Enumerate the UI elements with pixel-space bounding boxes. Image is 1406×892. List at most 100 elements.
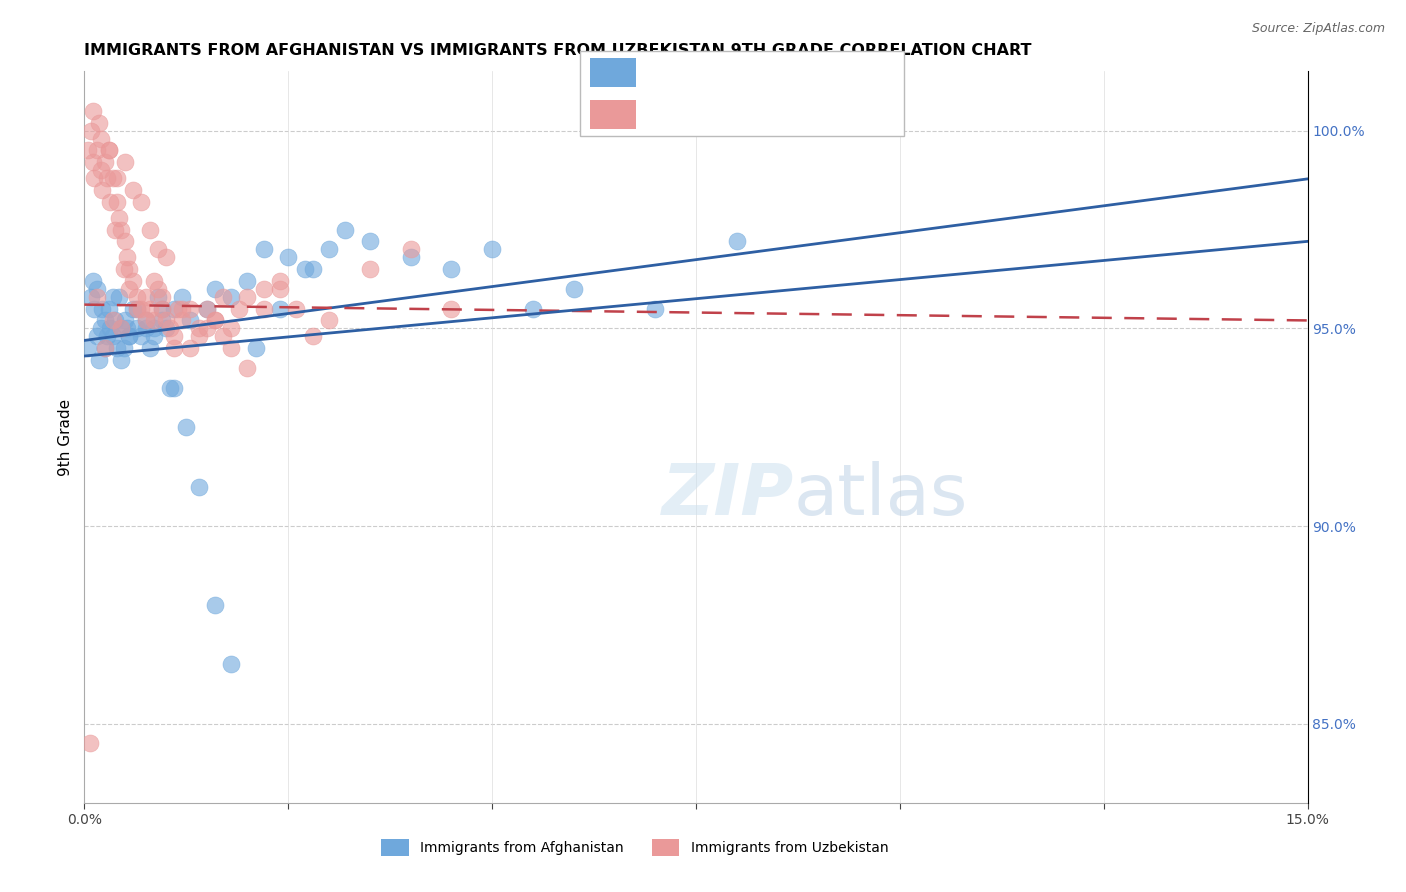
Point xyxy=(179,341,201,355)
Point xyxy=(155,313,177,327)
Point xyxy=(114,235,136,249)
Point xyxy=(91,183,114,197)
Bar xyxy=(589,100,636,129)
Point xyxy=(77,144,100,158)
Point xyxy=(97,144,120,158)
Point xyxy=(114,313,136,327)
Point xyxy=(163,329,186,343)
Point xyxy=(146,242,169,256)
Point xyxy=(245,341,267,355)
Point xyxy=(142,321,165,335)
Point xyxy=(135,290,157,304)
Text: ZIP: ZIP xyxy=(662,461,794,530)
Point xyxy=(219,657,242,672)
Point xyxy=(644,301,666,316)
Point xyxy=(187,321,209,335)
Point xyxy=(146,282,169,296)
Point xyxy=(269,282,291,296)
Point xyxy=(172,313,194,327)
Point xyxy=(131,194,153,209)
Y-axis label: 9th Grade: 9th Grade xyxy=(58,399,73,475)
Point xyxy=(83,171,105,186)
Point xyxy=(522,301,544,316)
Bar xyxy=(589,58,636,87)
Point xyxy=(107,290,129,304)
Point xyxy=(77,341,100,355)
Point xyxy=(80,290,103,304)
Point xyxy=(359,235,381,249)
Point xyxy=(127,301,149,316)
Point xyxy=(301,262,323,277)
Point xyxy=(100,321,122,335)
Point xyxy=(179,313,201,327)
Point xyxy=(155,250,177,264)
Point xyxy=(135,313,157,327)
Point xyxy=(91,301,114,316)
Point xyxy=(172,301,194,316)
Point xyxy=(440,262,463,277)
Point xyxy=(114,155,136,169)
Point xyxy=(318,242,340,256)
Point xyxy=(187,479,209,493)
Point xyxy=(174,420,197,434)
Point xyxy=(204,282,226,296)
Text: Source: ZipAtlas.com: Source: ZipAtlas.com xyxy=(1251,22,1385,36)
Point xyxy=(90,131,112,145)
Legend: Immigrants from Afghanistan, Immigrants from Uzbekistan: Immigrants from Afghanistan, Immigrants … xyxy=(375,834,894,862)
Point xyxy=(82,274,104,288)
Point xyxy=(212,290,235,304)
Point xyxy=(318,313,340,327)
Point xyxy=(219,290,242,304)
Point xyxy=(110,321,132,335)
Point xyxy=(101,171,124,186)
Point xyxy=(236,360,259,375)
Point xyxy=(399,242,422,256)
Point xyxy=(97,301,120,316)
Point xyxy=(127,290,149,304)
Point xyxy=(142,274,165,288)
Point xyxy=(269,274,291,288)
Point xyxy=(399,250,422,264)
Point xyxy=(163,341,186,355)
Point xyxy=(96,329,118,343)
Point xyxy=(105,171,128,186)
Point xyxy=(204,313,226,327)
Point xyxy=(101,290,124,304)
Point xyxy=(359,262,381,277)
Point xyxy=(87,353,110,368)
Point xyxy=(187,329,209,343)
Point xyxy=(101,329,124,343)
Point xyxy=(159,321,181,335)
Point xyxy=(86,329,108,343)
Point xyxy=(159,381,181,395)
Point xyxy=(150,301,173,316)
Point xyxy=(277,250,299,264)
Point xyxy=(112,262,135,277)
Point xyxy=(440,301,463,316)
Point xyxy=(228,301,250,316)
Point xyxy=(195,301,218,316)
Point xyxy=(83,301,105,316)
Point xyxy=(96,171,118,186)
Point xyxy=(150,313,173,327)
Point xyxy=(86,282,108,296)
Point xyxy=(179,301,201,316)
Point xyxy=(93,341,115,355)
Point xyxy=(127,321,149,335)
Point xyxy=(110,321,132,335)
Point xyxy=(79,737,101,751)
Point xyxy=(122,301,145,316)
Point xyxy=(195,301,218,316)
Point xyxy=(253,242,276,256)
Point xyxy=(110,222,132,236)
Point xyxy=(118,262,141,277)
Point xyxy=(86,290,108,304)
Point xyxy=(122,274,145,288)
Point xyxy=(105,341,128,355)
Point xyxy=(204,313,226,327)
Point xyxy=(80,123,103,137)
Point xyxy=(150,290,173,304)
Text: R = -0.014   N = 81: R = -0.014 N = 81 xyxy=(645,107,820,121)
Point xyxy=(138,341,160,355)
Point xyxy=(104,313,127,327)
